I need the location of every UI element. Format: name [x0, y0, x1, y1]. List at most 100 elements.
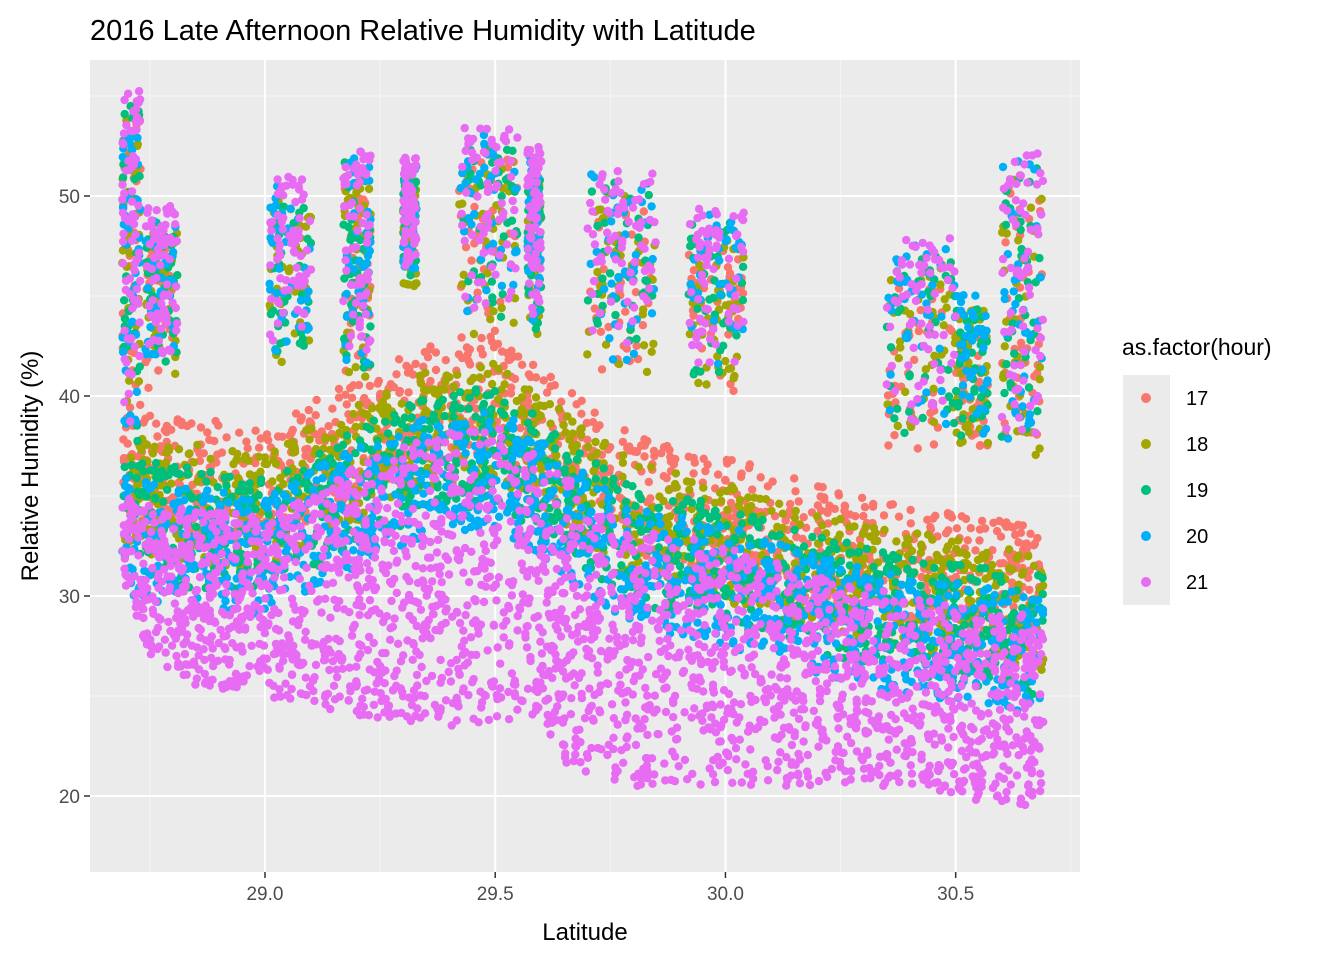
- data-point: [745, 460, 754, 469]
- data-point: [130, 175, 139, 184]
- data-point: [503, 369, 512, 379]
- data-point: [304, 405, 313, 415]
- data-point: [714, 367, 724, 377]
- data-point: [254, 443, 264, 452]
- data-point: [119, 296, 129, 305]
- data-point: [127, 461, 136, 470]
- data-point: [600, 476, 609, 485]
- data-point: [542, 388, 552, 397]
- data-point: [713, 470, 723, 479]
- data-point: [550, 444, 560, 453]
- data-point: [162, 448, 171, 457]
- data-point: [1006, 552, 1015, 562]
- data-point: [901, 387, 910, 397]
- data-point: [790, 513, 800, 523]
- data-point: [639, 207, 648, 216]
- data-point: [408, 370, 418, 379]
- data-point: [460, 438, 469, 448]
- data-point: [187, 419, 196, 428]
- data-point: [593, 484, 602, 494]
- data-point: [404, 388, 413, 397]
- data-point: [366, 322, 375, 331]
- data-point: [694, 378, 703, 388]
- data-point: [541, 512, 550, 521]
- data-point: [802, 523, 811, 532]
- data-point: [890, 431, 899, 440]
- data-point: [383, 403, 392, 412]
- data-point: [455, 200, 464, 209]
- data-point: [577, 396, 586, 405]
- data-point: [926, 522, 935, 532]
- data-point: [634, 233, 643, 242]
- data-point: [744, 493, 753, 502]
- data-point: [767, 531, 777, 540]
- data-point: [590, 408, 599, 417]
- data-point: [598, 301, 607, 311]
- data-point: [794, 636, 803, 646]
- data-point: [832, 544, 841, 554]
- data-point: [705, 295, 714, 304]
- data-point: [367, 404, 377, 413]
- data-point: [858, 529, 867, 539]
- data-point: [351, 363, 360, 372]
- data-point: [597, 365, 607, 374]
- data-point: [682, 477, 692, 486]
- data-point: [625, 442, 634, 451]
- data-point: [445, 373, 454, 382]
- data-point: [608, 480, 618, 489]
- data-point: [743, 503, 752, 512]
- data-point: [618, 437, 628, 447]
- data-point: [591, 459, 601, 468]
- data-point: [588, 417, 598, 427]
- chart-title: 2016 Late Afternoon Relative Humidity wi…: [90, 15, 756, 47]
- plot-panel: [90, 60, 1080, 872]
- data-point: [992, 526, 1002, 536]
- data-point: [685, 485, 694, 494]
- data-point: [823, 508, 832, 517]
- data-point: [354, 401, 364, 410]
- data-point: [161, 357, 170, 366]
- data-point: [721, 475, 730, 485]
- data-point: [478, 350, 487, 359]
- data-point: [1035, 444, 1044, 453]
- data-point: [395, 388, 404, 397]
- data-point: [640, 452, 649, 461]
- data-point: [500, 398, 509, 407]
- data-point: [1014, 538, 1023, 547]
- data-point: [1018, 521, 1027, 530]
- data-point: [654, 503, 663, 513]
- data-point: [634, 491, 644, 500]
- data-point: [893, 404, 902, 413]
- data-point: [561, 428, 570, 437]
- data-point: [160, 472, 170, 481]
- data-point: [461, 243, 471, 252]
- data-point: [825, 501, 834, 510]
- data-point: [778, 509, 787, 518]
- data-point: [463, 350, 472, 359]
- data-point: [390, 418, 399, 427]
- data-point: [643, 497, 652, 507]
- data-point: [790, 474, 799, 483]
- data-point: [303, 234, 312, 243]
- data-point: [441, 356, 450, 365]
- data-point: [291, 409, 301, 418]
- data-point: [906, 505, 915, 515]
- data-point: [926, 408, 935, 418]
- data-point: [429, 385, 439, 394]
- data-point: [906, 519, 915, 528]
- data-point: [197, 470, 206, 479]
- data-point: [453, 370, 462, 379]
- data-point: [952, 544, 961, 554]
- data-point: [337, 420, 346, 430]
- data-point: [634, 462, 643, 472]
- data-point: [861, 522, 870, 532]
- data-point: [636, 441, 646, 451]
- data-point: [883, 391, 893, 400]
- data-point: [689, 453, 698, 463]
- data-point: [296, 416, 305, 425]
- data-point: [311, 411, 320, 420]
- data-point: [242, 437, 251, 446]
- data-point: [133, 436, 142, 446]
- data-point: [726, 498, 736, 508]
